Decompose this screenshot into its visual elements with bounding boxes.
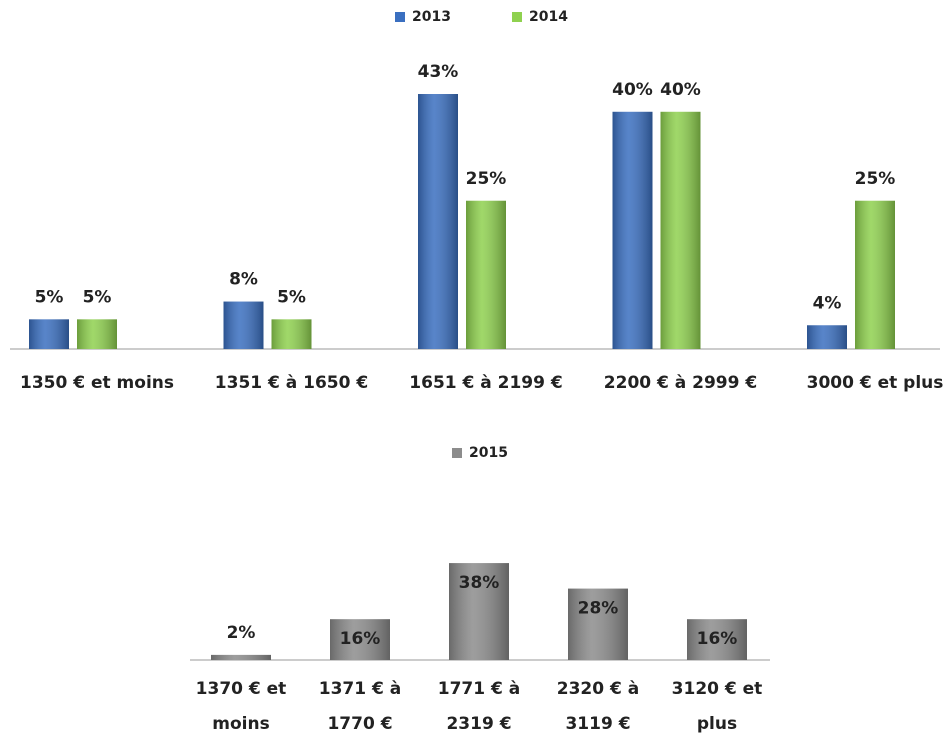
data-label: 5% (277, 287, 306, 307)
legend-label: 2015 (469, 445, 508, 461)
data-label: 43% (418, 62, 459, 82)
legend-label: 2013 (412, 9, 451, 25)
x-tick-label: 1771 € à 2319 € (437, 679, 521, 734)
bar-shade (418, 94, 458, 349)
legend-swatch (512, 12, 522, 22)
x-tick-label-box: 3000 € et plus (806, 373, 944, 393)
x-tick-label: 1351 € à 1650 € (214, 373, 369, 393)
data-label: 40% (660, 80, 701, 100)
x-tick-label-box: 1771 € à 2319 € (437, 679, 521, 734)
x-tick-label: 1350 € et moins (20, 373, 174, 393)
x-tick-label-box: 1350 € et moins (20, 373, 174, 393)
x-tick-label-box: 1351 € à 1650 € (214, 373, 369, 393)
legend-swatch (452, 448, 462, 458)
bar-shade (29, 319, 69, 349)
bar-shade (449, 563, 509, 660)
x-tick-label: 3000 € et plus (806, 373, 944, 393)
bar-shade (77, 319, 117, 349)
bar-shade (807, 325, 847, 349)
x-tick-label-box: 1370 € et moins (195, 679, 287, 734)
data-label: 5% (83, 287, 112, 307)
bar-shade (271, 319, 312, 349)
bar-shade (466, 200, 506, 349)
x-tick-label-box: 1371 € à 1770 € (318, 679, 402, 734)
data-label: 2% (227, 623, 256, 643)
data-label: 25% (855, 169, 896, 189)
bar-shade (211, 654, 271, 660)
x-tick-label-box: 2200 € à 2999 € (603, 373, 758, 393)
bar-shade (330, 619, 390, 660)
bar-shade (855, 200, 895, 349)
data-label: 40% (612, 80, 653, 100)
bar-shade (568, 588, 628, 660)
x-tick-label-box: 1651 € à 2199 € (409, 373, 563, 393)
x-tick-label: 2320 € à 3119 € (556, 679, 640, 734)
x-tick-label-box: 2320 € à 3119 € (556, 679, 640, 734)
x-tick-label: 1651 € à 2199 € (409, 373, 563, 393)
data-label: 4% (813, 293, 842, 313)
bar-shade (612, 111, 653, 349)
legend-swatch (395, 12, 405, 22)
x-tick-label-box: 3120 € et plus (671, 679, 763, 734)
data-label: 16% (340, 629, 381, 649)
data-label: 5% (35, 287, 64, 307)
legend-label: 2014 (529, 9, 568, 25)
data-label: 38% (459, 573, 500, 593)
x-tick-label: 3120 € et plus (671, 679, 763, 734)
data-label: 25% (466, 169, 507, 189)
x-tick-label: 1371 € à 1770 € (318, 679, 402, 734)
x-tick-label: 2200 € à 2999 € (603, 373, 758, 393)
bar-shade (660, 111, 701, 349)
x-tick-label: 1370 € et moins (195, 679, 287, 734)
bar-shade (223, 301, 264, 349)
data-label: 28% (578, 599, 619, 619)
data-label: 16% (697, 629, 738, 649)
data-label: 8% (229, 270, 258, 290)
bar-shade (687, 619, 747, 660)
